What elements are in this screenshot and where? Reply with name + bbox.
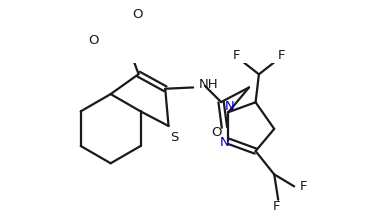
Text: F: F xyxy=(232,49,240,62)
Text: O: O xyxy=(211,126,222,139)
Text: N: N xyxy=(225,100,234,113)
Text: F: F xyxy=(300,180,307,193)
Text: F: F xyxy=(273,200,280,213)
Text: S: S xyxy=(171,131,179,144)
Text: N: N xyxy=(219,136,229,149)
Text: O: O xyxy=(88,34,99,47)
Text: NH: NH xyxy=(198,78,218,91)
Text: O: O xyxy=(132,8,142,21)
Text: F: F xyxy=(278,49,285,62)
